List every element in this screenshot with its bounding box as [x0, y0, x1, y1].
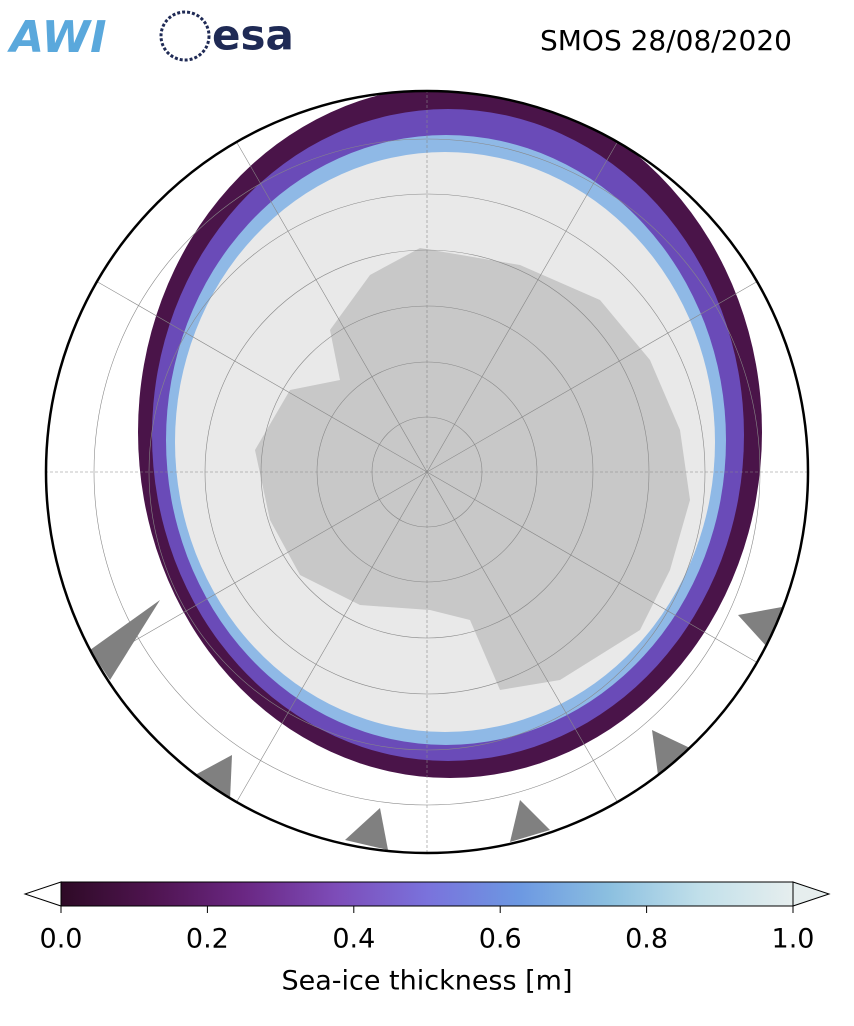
colorbar-tick-label: 0.8 — [625, 924, 668, 955]
colorbar-extend-high — [792, 881, 831, 907]
colorbar-tick-label: 1.0 — [772, 924, 815, 955]
map — [46, 91, 808, 853]
graticule — [46, 91, 808, 853]
missing-data — [90, 600, 782, 850]
title: SMOS 28/08/2020 — [540, 24, 792, 57]
antarctica — [255, 248, 690, 690]
colorbar-tick-label: 0.6 — [479, 924, 522, 955]
colorbar-tick-label: 0.0 — [40, 924, 83, 955]
colorbar-label: Sea-ice thickness [m] — [281, 966, 572, 997]
colorbar-tick-label: 0.4 — [332, 924, 375, 955]
colorbar — [60, 881, 794, 907]
esa-logo: esa — [212, 11, 294, 60]
colorbar-extend-low — [23, 881, 62, 907]
esa-logo-mark — [159, 10, 211, 62]
awi-logo: AWI — [7, 12, 107, 63]
map-frame — [44, 89, 810, 855]
colorbar-tick-label: 0.2 — [186, 924, 229, 955]
